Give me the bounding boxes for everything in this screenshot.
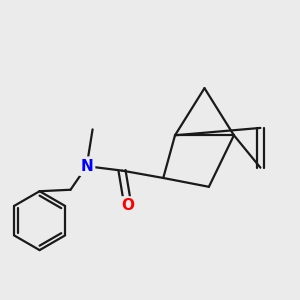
Text: O: O (122, 198, 134, 213)
Text: N: N (80, 159, 93, 174)
